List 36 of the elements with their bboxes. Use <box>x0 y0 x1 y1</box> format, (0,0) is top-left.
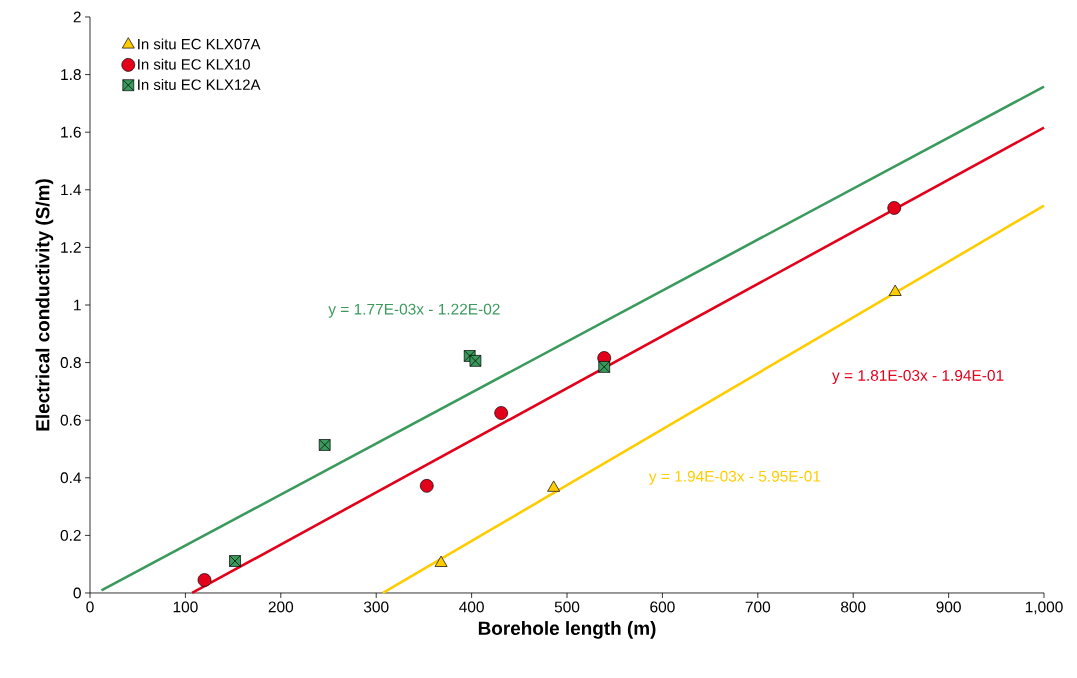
x-tick-label: 100 <box>173 601 198 613</box>
y-tick-label: 1 <box>74 299 81 311</box>
x-tick-label: 200 <box>268 601 294 613</box>
y-tick-label: 1.8 <box>61 69 81 81</box>
x-tick-label: 300 <box>363 601 389 613</box>
x-tick-label: 900 <box>936 601 961 613</box>
point <box>434 555 448 567</box>
y-tick-label: 0 <box>73 587 81 599</box>
y-tick-label: 2 <box>73 11 81 23</box>
y-axis-title: Electrical conductivity (S/m) <box>35 179 54 431</box>
y-tick-label: 1.2 <box>61 241 81 253</box>
x-tick-label: 400 <box>459 601 484 613</box>
legend-label: In situ EC KLX12A <box>138 79 261 90</box>
x-tick-label: 1,000 <box>1025 601 1063 615</box>
annotation: y = 1.94E-03x - 5.95E-01 <box>648 470 821 485</box>
x-tick-label: 0 <box>86 601 94 613</box>
x-axis-title: Borehole length (m) <box>478 621 656 639</box>
y-tick-label: 0.8 <box>60 357 81 369</box>
point <box>494 406 509 420</box>
y-tick-label: 0.4 <box>60 472 82 484</box>
y-tick-label: 1.6 <box>61 126 81 138</box>
point <box>419 479 434 493</box>
point <box>887 201 902 215</box>
x-tick-label: 700 <box>745 601 771 613</box>
legend-label: In situ EC KLX07A <box>138 38 261 50</box>
y-tick-label: 0.6 <box>60 414 81 426</box>
point <box>197 573 212 587</box>
point <box>547 480 561 492</box>
x-tick-label: 500 <box>554 601 580 613</box>
annotation: y = 1.77E-03x - 1.22E-02 <box>328 303 500 318</box>
y-tick-label: 1.4 <box>61 184 82 196</box>
legend-label: In situ EC KLX10 <box>138 58 250 70</box>
x-tick-label: 800 <box>841 601 866 613</box>
annotation: y = 1.81E-03x - 1.94E-01 <box>832 369 1004 384</box>
x-tick-label: 600 <box>650 601 675 613</box>
y-tick-label: 0.2 <box>60 529 81 541</box>
